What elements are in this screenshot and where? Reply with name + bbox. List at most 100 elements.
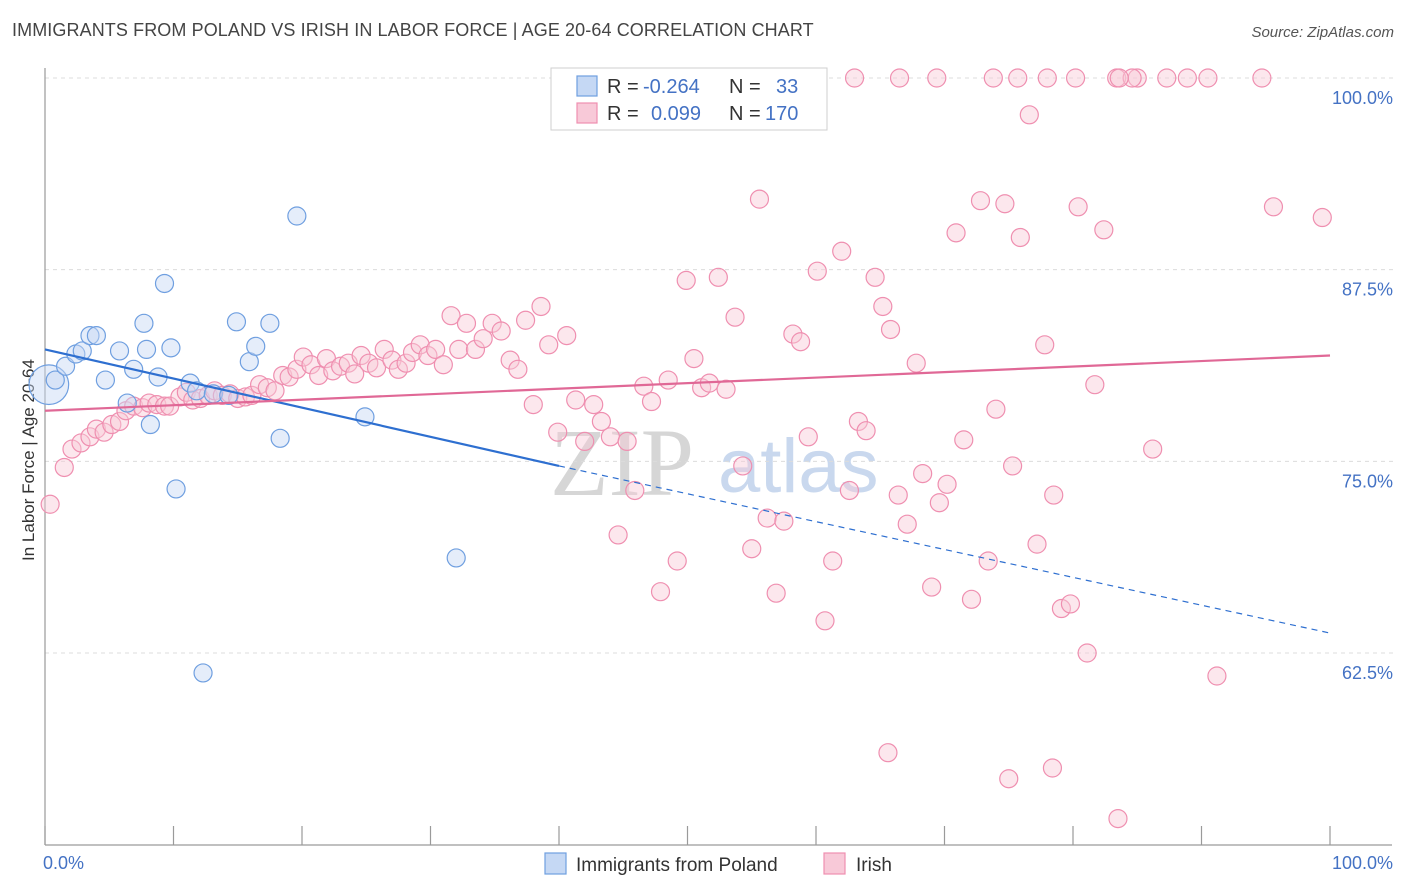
legend-n-value-irish: 170	[765, 103, 798, 125]
irish-point-82	[684, 349, 704, 369]
irish-point-154	[1109, 68, 1129, 88]
irish-point-87	[725, 307, 745, 327]
irish-point-127	[1051, 598, 1072, 619]
poland-point-6	[86, 326, 107, 346]
irish-point-72	[600, 427, 621, 447]
irish-point-77	[641, 391, 662, 412]
poland-point-20	[193, 663, 213, 683]
irish-point-48	[402, 342, 423, 363]
irish-point-57	[473, 329, 493, 349]
poland-point-12	[136, 339, 157, 359]
legend-r-label-poland: R =	[607, 76, 639, 98]
irish-point-96	[798, 427, 818, 447]
poland-point-26	[260, 313, 280, 333]
irish-point-104	[865, 267, 885, 287]
irish-point-113	[937, 474, 957, 494]
irish-point-65	[539, 335, 559, 355]
irish-point-115	[954, 430, 974, 450]
irish-point-151	[1042, 758, 1063, 778]
irish-point-139	[1065, 68, 1086, 88]
poland-point-28	[287, 206, 307, 226]
irish-point-112	[929, 493, 949, 513]
irish-point-67	[557, 326, 577, 346]
poland-point-13	[140, 414, 160, 435]
poland-point-8	[109, 341, 130, 361]
poland-point-17	[166, 479, 186, 499]
irish-point-61	[508, 359, 528, 379]
irish-point-81	[676, 270, 696, 290]
irish-point-128	[1060, 594, 1081, 614]
series-irish	[40, 68, 1332, 829]
bottom-legend-swatch-irish	[823, 852, 846, 875]
watermark-atlas: atlas	[718, 424, 879, 509]
poland-trend-line	[44, 348, 560, 468]
poland-point-5	[80, 326, 100, 346]
irish-point-148	[1312, 207, 1332, 228]
irish-point-79	[658, 370, 678, 390]
irish-point-8	[109, 411, 130, 432]
irish-point-44	[374, 339, 394, 359]
irish-point-66	[548, 422, 568, 442]
irish-point-114	[946, 223, 966, 243]
irish-point-137	[1008, 68, 1028, 88]
watermark-zip: ZIP	[550, 409, 694, 516]
irish-point-136	[983, 68, 1003, 88]
y-tick-label-0: 62.5%	[1342, 663, 1393, 683]
irish-point-95	[790, 332, 811, 352]
irish-point-150	[999, 769, 1019, 789]
tick-labels: 62.5% 75.0% 87.5% 100.0% 0.0% 100.0%	[43, 88, 1393, 873]
irish-point-94	[783, 324, 803, 344]
irish-point-75	[625, 480, 645, 501]
y-tick-label-3: 100.0%	[1332, 88, 1393, 108]
irish-point-117	[970, 191, 991, 211]
irish-point-35	[309, 365, 329, 386]
irish-point-121	[1003, 456, 1023, 476]
irish-point-46	[388, 359, 408, 379]
legend-swatch-poland	[576, 75, 598, 97]
irish-point-68	[566, 390, 586, 410]
irish-point-40	[345, 364, 365, 384]
bottom-legend-label-poland: Immigrants from Poland	[576, 855, 778, 876]
irish-point-74	[617, 431, 637, 451]
irish-point-144	[1252, 68, 1272, 88]
source-credit: Source: ZipAtlas.com	[1251, 24, 1394, 41]
bottom-legend-swatch-poland	[544, 852, 567, 875]
irish-point-105	[873, 296, 893, 317]
legend-r-value-poland: -0.264	[643, 76, 700, 98]
irish-point-31	[279, 367, 299, 387]
poland-point-23	[226, 312, 247, 332]
irish-point-93	[774, 511, 794, 531]
irish-point-1	[54, 457, 74, 478]
series-legend: Immigrants from Poland Irish	[544, 852, 892, 876]
irish-point-124	[1027, 534, 1047, 554]
chart-title: IMMIGRANTS FROM POLAND VS IRISH IN LABOR…	[12, 20, 814, 40]
irish-point-28	[257, 378, 277, 398]
poland-point-15	[154, 273, 175, 294]
irish-point-91	[757, 508, 777, 528]
irish-point-90	[749, 189, 770, 209]
irish-point-70	[584, 395, 604, 415]
poland-point-27	[270, 428, 290, 448]
irish-point-64	[531, 296, 551, 317]
irish-point-59	[491, 321, 511, 341]
irish-point-89	[742, 539, 762, 559]
irish-point-109	[906, 353, 926, 373]
poland-point-11	[134, 313, 154, 333]
irish-point-108	[897, 514, 917, 534]
legend-n-value-poland: 33	[776, 76, 798, 98]
irish-point-55	[456, 313, 477, 333]
poland-point-1	[45, 370, 65, 390]
irish-point-110	[913, 464, 933, 484]
irish-point-53	[441, 306, 461, 326]
irish-point-85	[708, 267, 728, 287]
irish-point-133	[844, 68, 865, 88]
irish-point-147	[1263, 197, 1284, 217]
irish-point-111	[922, 577, 942, 597]
poland-point-4	[72, 341, 92, 361]
irish-point-118	[978, 551, 998, 571]
legend-n-label-poland: N =	[729, 76, 761, 98]
poland-point-0	[28, 364, 70, 406]
irish-point-33	[293, 347, 313, 367]
irish-trend-line	[44, 354, 1331, 412]
irish-point-125	[1035, 335, 1055, 355]
